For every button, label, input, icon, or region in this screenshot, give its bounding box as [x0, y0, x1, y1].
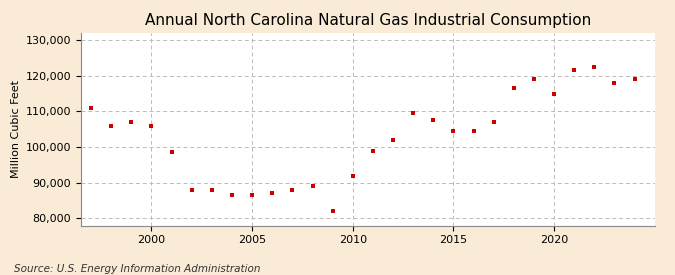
- Text: Source: U.S. Energy Information Administration: Source: U.S. Energy Information Administ…: [14, 264, 260, 274]
- Title: Annual North Carolina Natural Gas Industrial Consumption: Annual North Carolina Natural Gas Indust…: [144, 13, 591, 28]
- Y-axis label: Million Cubic Feet: Million Cubic Feet: [11, 80, 22, 178]
